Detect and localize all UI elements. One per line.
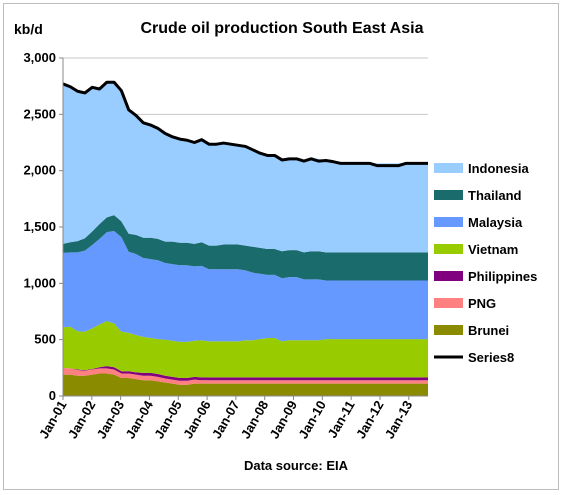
y-tick-label: 2,500 bbox=[23, 106, 56, 121]
legend-swatch-brunei bbox=[434, 325, 463, 335]
legend-label-series8: Series8 bbox=[468, 350, 514, 365]
x-tick-label: Jan-01 bbox=[36, 398, 70, 441]
y-axis-ticks: 0 500 1,000 1,500 2,000 2,500 3,000 bbox=[23, 50, 63, 403]
legend-swatch-indonesia bbox=[434, 163, 463, 173]
y-tick-label: 500 bbox=[34, 332, 56, 347]
y-tick-label: 2,000 bbox=[23, 163, 56, 178]
legend-swatch-thailand bbox=[434, 190, 463, 200]
x-tick-label: Jan-10 bbox=[295, 398, 329, 441]
x-tick-label: Jan-05 bbox=[151, 398, 185, 441]
legend-label-vietnam: Vietnam bbox=[468, 242, 518, 257]
x-tick-label: Jan-08 bbox=[238, 398, 272, 441]
y-axis-unit-label: kb/d bbox=[14, 21, 43, 37]
legend: Indonesia Thailand Malaysia Vietnam Philippi… bbox=[434, 161, 537, 365]
data-source-label: Data source: EIA bbox=[244, 458, 349, 473]
stacked-areas bbox=[63, 82, 428, 396]
x-tick-label: Jan-12 bbox=[353, 398, 387, 441]
x-tick-label: Jan-03 bbox=[94, 398, 128, 441]
area-indonesia bbox=[63, 82, 428, 253]
legend-label-thailand: Thailand bbox=[468, 188, 522, 203]
legend-swatch-malaysia bbox=[434, 217, 463, 227]
legend-swatch-png bbox=[434, 298, 463, 308]
area-malaysia bbox=[63, 230, 428, 342]
y-tick-label: 1,500 bbox=[23, 219, 56, 234]
x-axis-ticks: Jan-01Jan-02Jan-03Jan-04Jan-05Jan-06Jan-… bbox=[36, 396, 415, 441]
area-philippines bbox=[63, 366, 428, 381]
area-thailand bbox=[63, 215, 428, 281]
chart-title: Crude oil production South East Asia bbox=[141, 20, 424, 37]
y-tick-label: 1,000 bbox=[23, 275, 56, 290]
line-series8 bbox=[62, 80, 428, 168]
y-tick-label: 3,000 bbox=[23, 50, 56, 65]
legend-swatch-philippines bbox=[434, 271, 463, 281]
y-tick-label: 0 bbox=[49, 388, 56, 403]
x-tick-label: Jan-02 bbox=[65, 398, 99, 441]
x-tick-label: Jan-09 bbox=[267, 398, 301, 441]
area-png bbox=[63, 367, 428, 385]
x-tick-label: Jan-06 bbox=[180, 398, 214, 441]
legend-label-philippines: Philippines bbox=[468, 269, 537, 284]
x-tick-label: Jan-07 bbox=[209, 398, 243, 441]
area-vietnam bbox=[63, 321, 428, 378]
x-tick-label: Jan-13 bbox=[382, 398, 416, 441]
legend-label-png: PNG bbox=[468, 296, 496, 311]
area-brunei bbox=[63, 373, 428, 396]
legend-label-brunei: Brunei bbox=[468, 323, 509, 338]
legend-label-malaysia: Malaysia bbox=[468, 215, 523, 230]
total-line bbox=[62, 80, 428, 168]
legend-swatch-vietnam bbox=[434, 244, 463, 254]
legend-label-indonesia: Indonesia bbox=[468, 161, 529, 176]
